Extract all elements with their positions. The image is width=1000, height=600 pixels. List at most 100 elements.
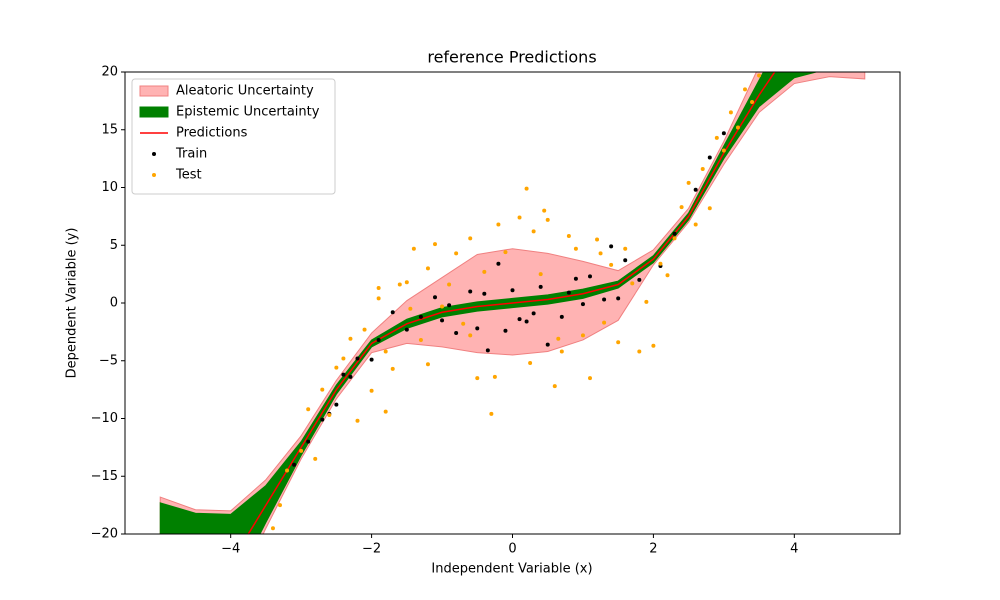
scatter-point: [447, 282, 452, 287]
scatter-point: [721, 131, 726, 136]
scatter-point: [595, 237, 600, 242]
scatter-point: [602, 320, 607, 325]
scatter-point: [334, 365, 339, 370]
scatter-point: [411, 246, 416, 251]
scatter-point: [468, 333, 473, 338]
scatter-point: [588, 274, 592, 279]
y-tick-label: 10: [101, 180, 118, 195]
legend-box: [131, 78, 336, 195]
y-tick-label: −15: [91, 469, 118, 484]
scatter-point: [492, 374, 497, 379]
scatter-point: [404, 327, 409, 332]
scatter-point: [616, 340, 621, 345]
scatter-point: [517, 215, 522, 220]
x-tick-label: 4: [790, 542, 798, 557]
scatter-point: [556, 336, 561, 341]
scatter-point: [306, 407, 311, 412]
scatter-point: [313, 456, 318, 461]
legend-swatch: [139, 106, 169, 118]
x-tick-label: 2: [649, 542, 657, 557]
scatter-point: [735, 125, 740, 130]
scatter-point: [559, 314, 564, 319]
legend-label: Aleatoric Uncertainty: [176, 84, 314, 99]
scatter-point: [404, 280, 409, 285]
y-tick-label: −5: [99, 353, 118, 368]
scatter-point: [566, 290, 571, 295]
scatter-point: [496, 222, 501, 227]
scatter-point: [418, 314, 423, 319]
scatter-point: [390, 310, 395, 315]
scatter-point: [348, 336, 353, 341]
scatter-point: [743, 87, 747, 92]
scatter-point: [341, 356, 346, 361]
scatter-point: [376, 337, 381, 342]
scatter-point: [496, 261, 501, 266]
scatter-point: [707, 155, 712, 160]
scatter-point: [454, 331, 459, 336]
scatter-point: [278, 503, 282, 508]
scatter-point: [390, 366, 395, 371]
scatter-point: [418, 337, 423, 342]
scatter-point: [327, 413, 332, 418]
scatter-point: [299, 448, 304, 453]
scatter-point: [623, 258, 628, 263]
scatter-point: [425, 266, 430, 271]
scatter-point: [728, 110, 733, 115]
scatter-point: [376, 285, 381, 290]
scatter-point: [369, 388, 374, 393]
scatter-point: [545, 217, 550, 222]
scatter-point: [602, 297, 607, 302]
scatter-point: [292, 462, 297, 467]
scatter-point: [693, 222, 698, 227]
scatter-point: [573, 276, 578, 281]
scatter-point: [341, 372, 346, 377]
scatter-point: [714, 135, 719, 140]
scatter-point: [531, 311, 536, 316]
scatter-point: [461, 321, 466, 326]
scatter-point: [334, 402, 339, 407]
scatter-point: [440, 318, 445, 323]
plot-area: [159, 72, 866, 534]
y-axis-label: Dependent Variable (y): [65, 228, 80, 379]
scatter-point: [383, 409, 388, 414]
scatter-point: [362, 327, 367, 332]
scatter-point: [686, 180, 691, 185]
scatter-point: [580, 333, 585, 338]
scatter-point: [348, 374, 353, 379]
scatter-point: [644, 299, 649, 304]
legend: Aleatoric Uncertainty Epistemic Uncertain…: [131, 78, 336, 195]
scatter-point: [524, 186, 529, 191]
scatter-point: [503, 250, 508, 255]
scatter-point: [672, 236, 677, 241]
scatter-point: [306, 439, 311, 444]
scatter-point: [580, 302, 585, 307]
scatter-point: [658, 261, 663, 266]
scatter-point: [355, 356, 360, 361]
scatter-point: [707, 206, 712, 211]
scatter-point: [485, 348, 490, 353]
scatter-point: [517, 317, 522, 322]
legend-swatch: [152, 173, 156, 177]
scatter-point: [510, 288, 515, 293]
scatter-point: [433, 295, 437, 300]
scatter-point: [750, 100, 755, 105]
x-tick-label: −2: [362, 542, 381, 557]
legend-label: Epistemic Uncertainty: [176, 105, 320, 120]
scatter-point: [475, 376, 480, 381]
scatter-point: [355, 418, 360, 423]
scatter-point: [598, 251, 603, 256]
y-tick-label: 5: [110, 238, 118, 253]
scatter-point: [447, 303, 452, 308]
prediction-line: [247, 72, 776, 534]
scatter-point: [538, 284, 543, 289]
scatter-point: [700, 167, 705, 172]
legend-label: Predictions: [176, 126, 248, 141]
legend-label: Test: [175, 168, 202, 183]
scatter-point: [665, 273, 670, 278]
scatter-point: [482, 269, 487, 274]
scatter-point: [552, 384, 557, 389]
scatter-point: [320, 387, 325, 392]
y-tick-label: −10: [91, 411, 118, 426]
scatter-point: [433, 242, 437, 247]
